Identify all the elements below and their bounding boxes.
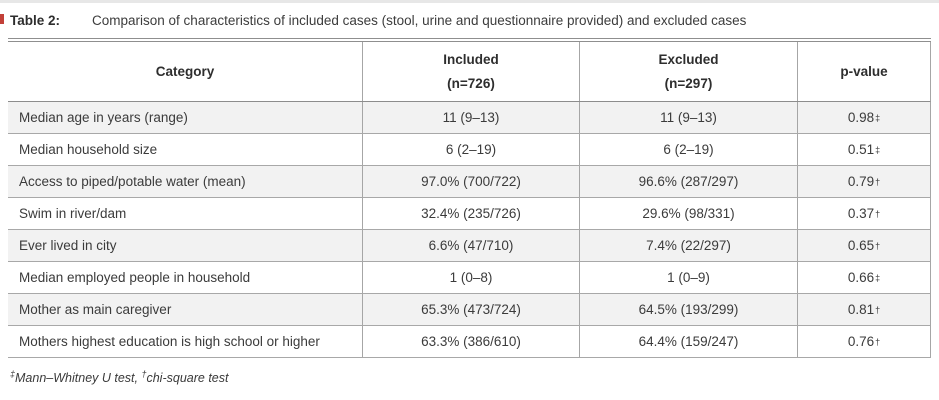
header-included-label: Included (443, 51, 499, 67)
p-value-text: 0.79 (847, 173, 875, 189)
row-included-cell: 63.3% (386/610) (362, 326, 579, 357)
p-value-text: 0.65 (847, 237, 875, 253)
row-included-cell: 6 (2–19) (362, 134, 579, 165)
table-footnote: ‡Mann–Whitney U test, †chi-square test (10, 368, 939, 385)
header-category-label: Category (155, 63, 215, 79)
header-cell-category: Category (8, 42, 362, 101)
row-excluded-cell: 96.6% (287/297) (579, 166, 797, 197)
table-top-double-rule (8, 38, 931, 42)
row-pvalue-cell: 0.81 † (797, 294, 930, 325)
table-row: Median employed people in household 1 (0… (8, 262, 931, 294)
p-value-text: 0.66 (847, 269, 875, 285)
row-pvalue-cell: 0.65 † (797, 230, 930, 261)
footnote-text-mann-whitney: Mann–Whitney U test, (15, 371, 142, 385)
p-value-text: 0.98 (847, 109, 875, 125)
row-excluded-cell: 6 (2–19) (579, 134, 797, 165)
row-included-cell: 6.6% (47/710) (362, 230, 579, 261)
p-value-text: 0.81 (847, 301, 875, 317)
footnote-text-chi-square: chi-square test (146, 371, 229, 385)
row-excluded-cell: 11 (9–13) (579, 102, 797, 133)
row-pvalue-cell: 0.37 † (797, 198, 930, 229)
margin-red-tick (0, 14, 4, 24)
row-included-cell: 1 (0–8) (362, 262, 579, 293)
p-value-text: 0.37 (847, 205, 875, 221)
row-category-cell: Mothers highest education is high school… (19, 333, 320, 349)
table-row: Swim in river/dam 32.4% (235/726) 29.6% … (8, 198, 931, 230)
row-pvalue-cell: 0.66 ‡ (797, 262, 930, 293)
row-included-cell: 65.3% (473/724) (362, 294, 579, 325)
row-category-cell: Ever lived in city (19, 237, 117, 253)
table-row: Mother as main caregiver 65.3% (473/724)… (8, 294, 931, 326)
header-excluded-n: (n=297) (664, 75, 713, 91)
row-category-cell: Mother as main caregiver (19, 301, 172, 317)
row-category-cell: Median employed people in household (19, 269, 251, 285)
header-cell-excluded: Excluded (n=297) (579, 42, 797, 101)
row-excluded-cell: 1 (0–9) (579, 262, 797, 293)
row-pvalue-cell: 0.51 ‡ (797, 134, 930, 165)
table-body: Median age in years (range) 11 (9–13) 11… (8, 102, 931, 358)
header-cell-pvalue: p-value (797, 42, 930, 101)
row-included-cell: 97.0% (700/722) (362, 166, 579, 197)
table-caption-row: Table 2: Comparison of characteristics of… (0, 3, 939, 30)
row-excluded-cell: 64.5% (193/299) (579, 294, 797, 325)
row-pvalue-cell: 0.98 ‡ (797, 102, 930, 133)
header-included-n: (n=726) (447, 75, 495, 91)
comparison-table: Category Included (n=726) Excluded (n=29… (8, 38, 931, 358)
table-number-label: Table 2: (10, 13, 61, 28)
row-category-cell: Swim in river/dam (19, 205, 127, 221)
p-value-text: 0.51 (847, 141, 875, 157)
row-included-cell: 11 (9–13) (362, 102, 579, 133)
table-row: Ever lived in city 6.6% (47/710) 7.4% (2… (8, 230, 931, 262)
row-excluded-cell: 29.6% (98/331) (579, 198, 797, 229)
p-value-text: 0.76 (847, 333, 875, 349)
table-row: Access to piped/potable water (mean) 97.… (8, 166, 931, 198)
table-header-row: Category Included (n=726) Excluded (n=29… (8, 42, 931, 102)
footnote-marker-double-dagger: ‡ (10, 368, 16, 379)
header-pvalue-label: p-value (840, 63, 888, 79)
row-excluded-cell: 64.4% (159/247) (579, 326, 797, 357)
row-category-cell: Access to piped/potable water (mean) (19, 173, 246, 189)
row-category-cell: Median household size (19, 141, 158, 157)
table-row: Median age in years (range) 11 (9–13) 11… (8, 102, 931, 134)
table-row: Median household size 6 (2–19) 6 (2–19) … (8, 134, 931, 166)
page-top-strip (0, 0, 939, 3)
header-cell-included: Included (n=726) (362, 42, 579, 101)
footnote-marker-dagger: † (141, 368, 147, 379)
row-included-cell: 32.4% (235/726) (362, 198, 579, 229)
row-excluded-cell: 7.4% (22/297) (579, 230, 797, 261)
table-caption-text: Comparison of characteristics of include… (92, 13, 747, 28)
row-pvalue-cell: 0.76 † (797, 326, 930, 357)
row-pvalue-cell: 0.79 † (797, 166, 930, 197)
table-row: Mothers highest education is high school… (8, 326, 931, 358)
row-category-cell: Median age in years (range) (19, 109, 188, 125)
header-excluded-label: Excluded (658, 51, 719, 67)
